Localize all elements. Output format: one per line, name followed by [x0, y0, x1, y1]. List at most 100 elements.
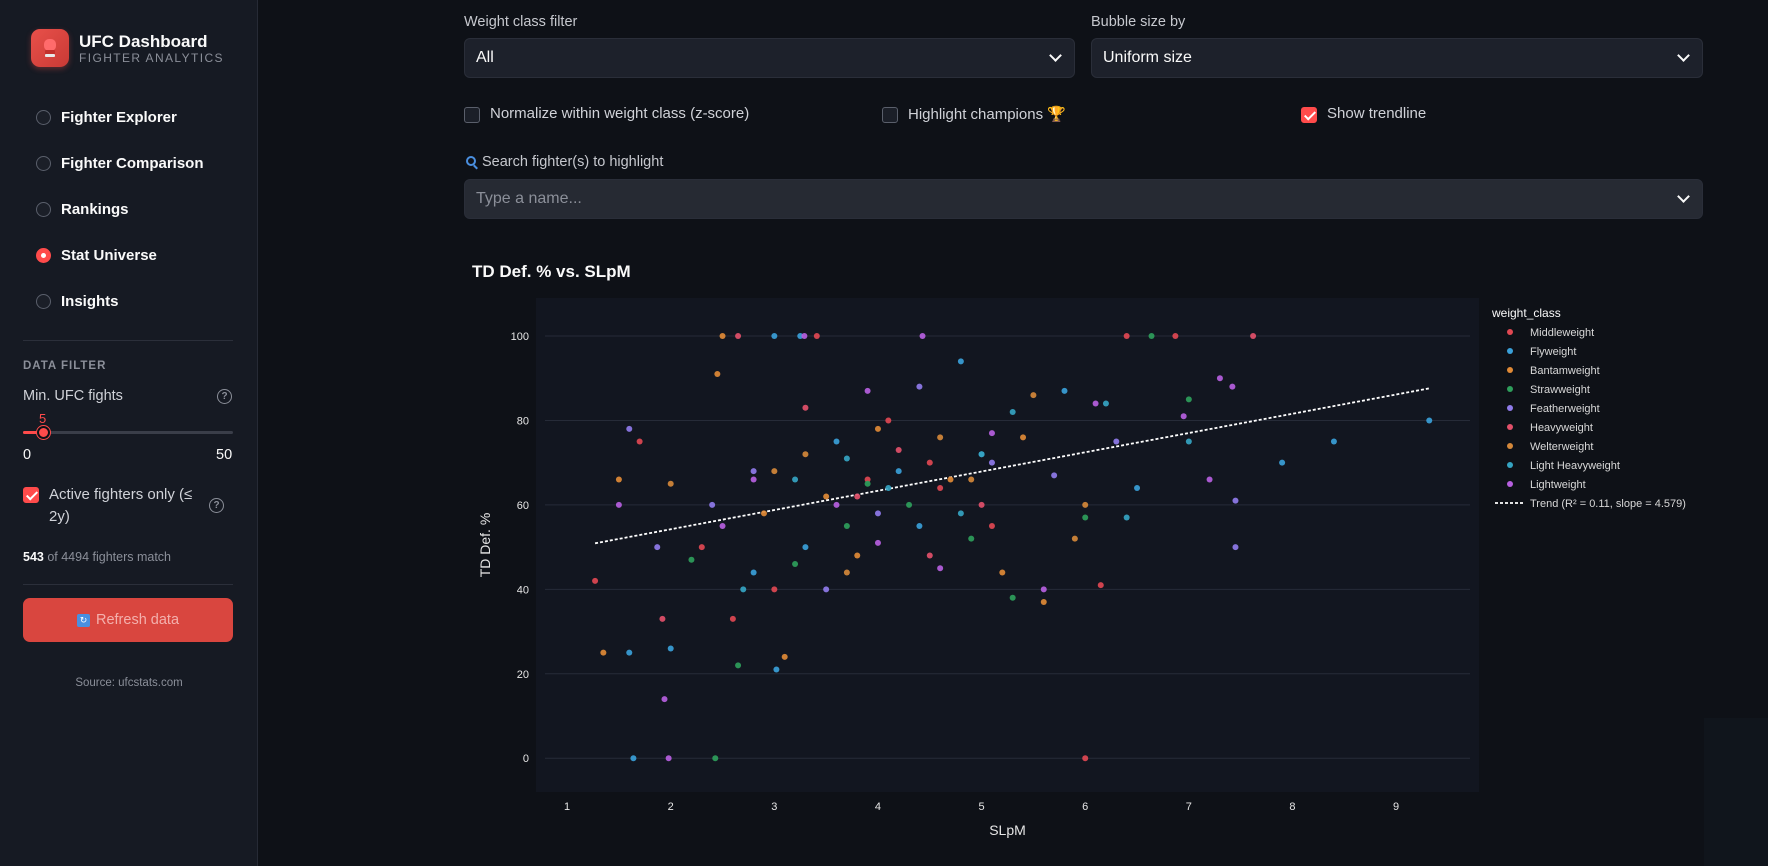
data-point: [895, 447, 902, 453]
data-point: [988, 430, 995, 437]
data-filter-title: DATA FILTER: [23, 360, 107, 372]
fighter-search-input[interactable]: Type a name...: [464, 179, 1703, 219]
nav-item-fighter-comparison[interactable]: Fighter Comparison: [36, 140, 204, 186]
nav-item-insights[interactable]: Insights: [36, 278, 204, 324]
data-point: [1009, 409, 1016, 415]
radio-selected-icon[interactable]: [36, 247, 51, 263]
data-point: [864, 476, 871, 483]
refresh-icon: ↻: [76, 613, 90, 627]
data-point: [874, 510, 881, 517]
data-point: [916, 383, 923, 390]
champions-checkbox[interactable]: [882, 107, 898, 123]
data-point: [843, 455, 850, 462]
legend-marker: [1507, 443, 1513, 449]
data-point: [823, 493, 830, 500]
data-point: [740, 586, 747, 593]
data-point: [926, 552, 933, 559]
trendline-checkbox[interactable]: [1301, 107, 1317, 123]
legend-item: Flyweight: [1530, 346, 1576, 358]
legend-item: Bantamweight: [1530, 365, 1600, 377]
divider: [23, 340, 233, 341]
legend-item: Strawweight: [1530, 384, 1590, 396]
y-tick-label: 60: [517, 500, 529, 512]
data-point: [1279, 459, 1286, 466]
bubble-size-select[interactable]: Uniform size: [1091, 38, 1703, 78]
data-point: [792, 561, 799, 567]
match-count-rest: of 4494 fighters match: [43, 550, 172, 564]
data-point: [978, 451, 985, 458]
data-point: [937, 434, 944, 441]
plot-background: [536, 298, 1479, 792]
legend-item: Heavyweight: [1530, 422, 1593, 434]
x-tick-label: 8: [1289, 801, 1295, 813]
data-point: [773, 666, 780, 673]
data-point: [615, 476, 622, 483]
active-only-checkbox[interactable]: [23, 487, 39, 503]
x-tick-label: 3: [771, 801, 777, 813]
radio-icon[interactable]: [36, 155, 51, 171]
data-point: [1061, 387, 1068, 394]
y-axis-label: TD Def. %: [477, 513, 493, 578]
radio-icon[interactable]: [36, 201, 51, 217]
help-icon[interactable]: ?: [217, 389, 232, 404]
data-point: [1097, 582, 1104, 589]
radio-icon[interactable]: [36, 293, 51, 309]
data-point: [1134, 485, 1141, 491]
data-point: [1102, 400, 1109, 407]
legend-item: Lightweight: [1530, 479, 1586, 491]
data-point: [978, 451, 985, 458]
legend-marker: [1507, 329, 1513, 335]
data-point: [600, 649, 607, 656]
data-point: [688, 556, 695, 563]
data-point: [957, 358, 964, 365]
data-point: [719, 333, 726, 339]
search-placeholder: Type a name...: [476, 190, 582, 207]
data-point: [854, 493, 861, 500]
slider-max-label: 50: [216, 447, 233, 463]
x-axis-label: SLpM: [989, 822, 1026, 838]
data-point: [661, 696, 668, 703]
min-fights-slider[interactable]: [23, 426, 233, 439]
legend-marker: [1507, 462, 1513, 468]
data-point: [709, 501, 716, 508]
nav-item-rankings[interactable]: Rankings: [36, 186, 204, 232]
slider-thumb[interactable]: [37, 426, 50, 439]
y-tick-label: 100: [511, 331, 529, 343]
weight-filter-label: Weight class filter: [464, 14, 578, 30]
y-tick-label: 80: [517, 415, 529, 427]
nav-item-fighter-explorer[interactable]: Fighter Explorer: [36, 94, 204, 140]
data-point: [802, 451, 809, 458]
data-point: [874, 539, 881, 546]
chevron-down-icon: [1677, 190, 1690, 203]
data-point: [947, 476, 954, 483]
help-icon[interactable]: ?: [209, 498, 224, 513]
data-point: [626, 649, 633, 656]
data-point: [843, 569, 850, 576]
x-tick-label: 5: [979, 801, 985, 813]
refresh-data-button[interactable]: ↻ Refresh data: [23, 598, 233, 642]
normalize-checkbox[interactable]: [464, 107, 480, 123]
data-point: [792, 476, 799, 483]
data-point: [735, 662, 742, 669]
x-tick-label: 6: [1082, 801, 1088, 813]
min-fights-label: Min. UFC fights: [23, 388, 123, 404]
data-point: [864, 387, 871, 394]
data-point: [1020, 434, 1027, 441]
glove-logo-icon: [31, 29, 69, 67]
data-point: [813, 333, 820, 339]
nav-item-stat-universe[interactable]: Stat Universe: [36, 232, 204, 278]
data-point: [1330, 438, 1337, 445]
radio-icon[interactable]: [36, 109, 51, 125]
y-tick-label: 20: [517, 669, 529, 681]
data-point: [1092, 400, 1099, 407]
data-point: [781, 653, 788, 660]
data-point: [919, 333, 926, 339]
data-point: [1185, 396, 1192, 403]
legend-marker: [1507, 367, 1513, 373]
data-point: [854, 552, 861, 559]
data-point: [1009, 594, 1016, 601]
x-tick-label: 9: [1393, 801, 1399, 813]
data-point: [714, 371, 721, 377]
weight-filter-select[interactable]: All: [464, 38, 1075, 78]
